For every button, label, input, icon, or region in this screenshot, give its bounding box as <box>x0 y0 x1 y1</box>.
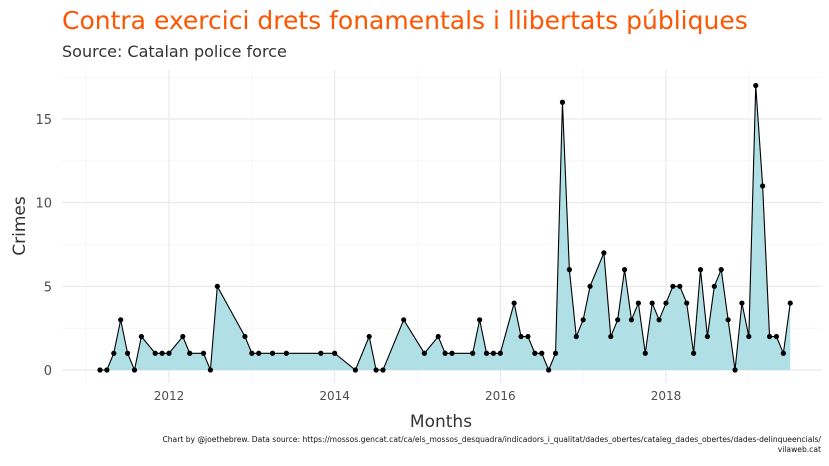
caption-source: Chart by @joethebrew. Data source: https… <box>162 435 821 444</box>
data-point <box>711 283 717 289</box>
data-point <box>780 350 786 356</box>
data-point <box>559 99 566 105</box>
data-point <box>546 367 552 373</box>
data-point <box>401 317 407 323</box>
data-point <box>766 333 773 340</box>
data-point <box>677 283 683 289</box>
series-line <box>99 85 791 372</box>
data-point <box>490 350 497 356</box>
data-point <box>152 350 158 356</box>
data-point <box>628 317 635 323</box>
data-point <box>753 82 759 89</box>
data-point <box>318 350 324 356</box>
data-point <box>435 333 441 340</box>
data-point <box>532 350 538 356</box>
data-point <box>649 300 655 306</box>
data-point <box>166 350 172 356</box>
x-tick-label: 2014 <box>319 389 350 403</box>
data-point <box>159 350 165 356</box>
data-point <box>670 283 676 289</box>
data-point <box>566 267 572 273</box>
data-point <box>615 317 621 323</box>
data-point <box>111 350 117 356</box>
y-axis-label: Crimes <box>10 196 30 256</box>
data-point <box>421 350 427 356</box>
data-point <box>587 283 593 289</box>
data-point <box>352 367 358 373</box>
data-point <box>704 333 711 340</box>
tick-labels: 2012 2014 2016 2018 0 5 10 15 <box>35 113 681 403</box>
data-point <box>656 317 662 323</box>
data-point <box>242 333 248 340</box>
data-point <box>380 367 386 373</box>
data-point <box>269 350 276 356</box>
data-point <box>200 350 207 356</box>
data-points <box>97 82 793 373</box>
data-point <box>449 350 455 356</box>
chart-caption: Chart by @joethebrew. Data source: https… <box>61 435 821 455</box>
data-point <box>573 333 579 340</box>
data-point <box>739 300 745 306</box>
data-point <box>642 350 648 356</box>
data-point <box>477 317 483 323</box>
data-point <box>470 350 476 356</box>
data-point <box>118 317 124 323</box>
data-point <box>131 367 138 373</box>
x-axis-label: Months <box>410 412 472 432</box>
data-point <box>214 283 220 289</box>
data-point <box>442 350 448 356</box>
data-point <box>483 350 490 356</box>
y-tick-label: 10 <box>35 197 52 212</box>
data-point <box>332 350 338 356</box>
data-point <box>691 350 697 356</box>
data-point <box>732 367 738 373</box>
data-point <box>518 333 524 340</box>
data-point <box>249 350 255 356</box>
data-point <box>608 333 614 340</box>
data-point <box>366 333 372 340</box>
x-tick-label: 2016 <box>485 389 516 403</box>
data-point <box>684 300 690 306</box>
data-point <box>124 350 131 356</box>
data-point <box>138 333 144 340</box>
data-point <box>97 367 103 373</box>
data-point <box>180 333 186 340</box>
data-point <box>525 333 531 340</box>
data-point <box>773 333 780 340</box>
caption-site: vilaweb.cat <box>777 445 821 454</box>
y-tick-label: 15 <box>35 113 52 128</box>
data-point <box>663 300 669 306</box>
area-layer <box>99 85 791 372</box>
data-point <box>373 367 379 373</box>
data-point <box>207 367 214 373</box>
x-tick-label: 2012 <box>154 389 185 403</box>
data-point <box>511 300 517 306</box>
data-point <box>601 250 607 256</box>
area-fill <box>99 85 791 370</box>
y-tick-label: 5 <box>44 280 52 295</box>
data-point <box>635 300 641 306</box>
x-tick-label: 2018 <box>651 389 682 403</box>
data-point <box>580 317 586 323</box>
data-point <box>718 267 724 273</box>
y-tick-label: 0 <box>44 364 52 379</box>
data-point <box>760 183 766 189</box>
data-point <box>104 367 110 373</box>
data-point <box>539 350 545 356</box>
data-point <box>283 350 289 356</box>
chart-title: Contra exercici drets fonamentals i llib… <box>62 6 748 35</box>
data-point <box>256 350 262 356</box>
chart-subtitle: Source: Catalan police force <box>62 42 287 61</box>
data-point <box>697 267 704 273</box>
data-point <box>621 267 628 273</box>
data-point <box>787 300 793 306</box>
data-point <box>746 333 752 340</box>
data-point <box>725 317 731 323</box>
data-point <box>187 350 193 356</box>
data-point <box>552 350 559 356</box>
data-point <box>497 350 503 356</box>
